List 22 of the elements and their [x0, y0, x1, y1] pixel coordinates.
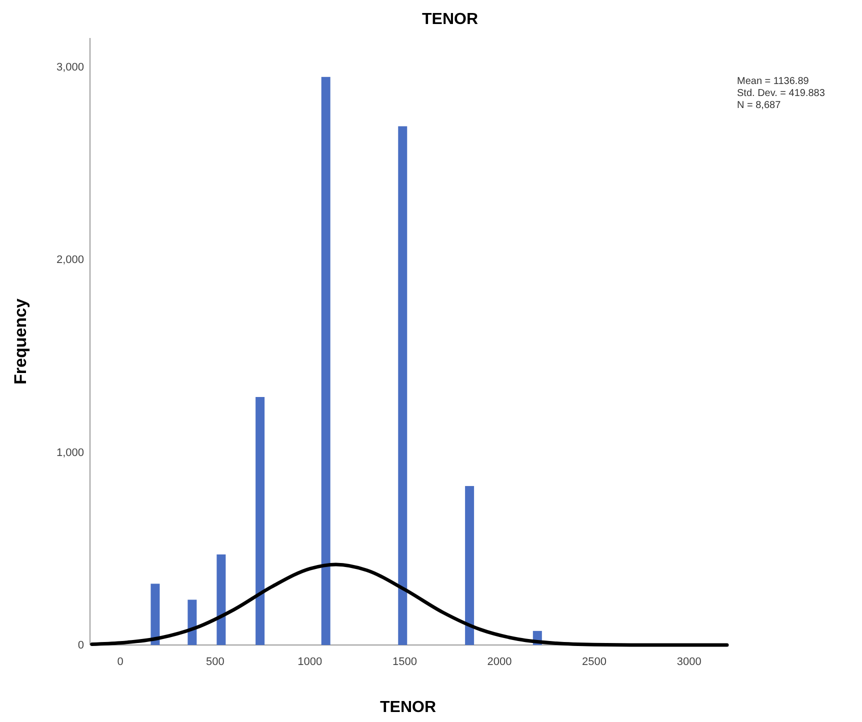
y-tick-label: 2,000 — [56, 254, 84, 266]
chart-title: TENOR — [422, 11, 478, 28]
bar — [256, 396, 265, 645]
text: Mean = 1136.89 Std. Dev. = 419.883 N = 8,687 — [737, 76, 826, 111]
x-tick-label: 0 — [117, 656, 124, 668]
x-tick-label: 2000 — [487, 656, 512, 668]
y-axis-title: Frequency — [11, 298, 30, 384]
x-tick-label: 3000 — [676, 656, 702, 668]
x-axis-title: TENOR — [380, 699, 436, 716]
bar — [398, 126, 408, 645]
x-tick-label: 1500 — [392, 656, 417, 668]
y-tick-label: 3,000 — [56, 61, 84, 74]
bar — [321, 76, 330, 645]
y-tick-label: 1,000 — [56, 446, 84, 459]
bar — [216, 554, 226, 645]
bar — [188, 600, 197, 645]
x-tick-label: 2500 — [582, 656, 607, 668]
bar — [465, 486, 474, 645]
x-tick-label: 500 — [206, 656, 224, 668]
x-tick-label: 1000 — [298, 656, 322, 668]
bar — [150, 584, 160, 645]
y-tick-label: 0 — [78, 640, 84, 652]
